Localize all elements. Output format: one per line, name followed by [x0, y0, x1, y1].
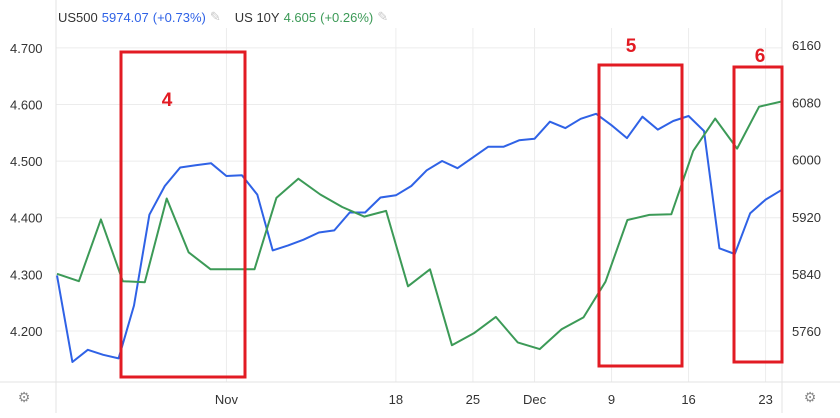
chart-legend: US500 5974.07 (+0.73%) ✎ US 10Y 4.605 (+… — [58, 8, 402, 26]
series-line-us500 — [56, 112, 782, 363]
annotation-label-4: 4 — [162, 90, 173, 111]
legend-us10y-value: 4.605 — [283, 9, 317, 25]
y-right-tick-label: 5920 — [792, 210, 821, 225]
y-left-tick-label: 4.600 — [10, 97, 43, 112]
legend-us10y-change: (+0.26%) — [320, 9, 374, 25]
legend-us500-symbol[interactable]: US500 — [58, 9, 98, 25]
pencil-icon[interactable]: ✎ — [377, 9, 389, 24]
legend-us500-change: (+0.73%) — [152, 9, 206, 25]
annotation-box-6 — [732, 65, 784, 364]
y-left-tick-label: 4.200 — [10, 324, 43, 339]
legend-us10y-symbol[interactable]: US 10Y — [234, 9, 280, 25]
y-left-tick-label: 4.300 — [10, 267, 43, 282]
gear-icon[interactable]: ⚙ — [803, 390, 817, 406]
y-left-tick-label: 4.400 — [10, 211, 43, 226]
y-left-tick-label: 4.700 — [10, 41, 43, 56]
x-tick-label: 23 — [758, 392, 772, 407]
annotation-box-5 — [597, 63, 684, 368]
annotation-label-5: 5 — [626, 36, 637, 57]
gear-icon[interactable]: ⚙ — [17, 390, 31, 406]
x-tick-label: Dec — [523, 392, 547, 407]
x-tick-label: Nov — [215, 392, 239, 407]
pencil-icon[interactable]: ✎ — [209, 9, 221, 24]
annotation-label-6: 6 — [755, 46, 766, 67]
y-right-tick-label: 6000 — [792, 153, 821, 168]
y-right-tick-label: 5760 — [792, 324, 821, 339]
y-right-tick-label: 6080 — [792, 95, 821, 110]
legend-us500-value: 5974.07 — [101, 9, 149, 25]
x-tick-label: 16 — [681, 392, 695, 407]
x-tick-label: 9 — [608, 392, 615, 407]
x-tick-label: 18 — [389, 392, 403, 407]
y-left-tick-label: 4.500 — [10, 154, 43, 169]
x-tick-label: 25 — [466, 392, 480, 407]
y-right-tick-label: 6160 — [792, 38, 821, 53]
series-line-us-10y — [56, 100, 782, 351]
y-right-tick-label: 5840 — [792, 267, 821, 282]
annotation-box-4 — [119, 50, 247, 379]
